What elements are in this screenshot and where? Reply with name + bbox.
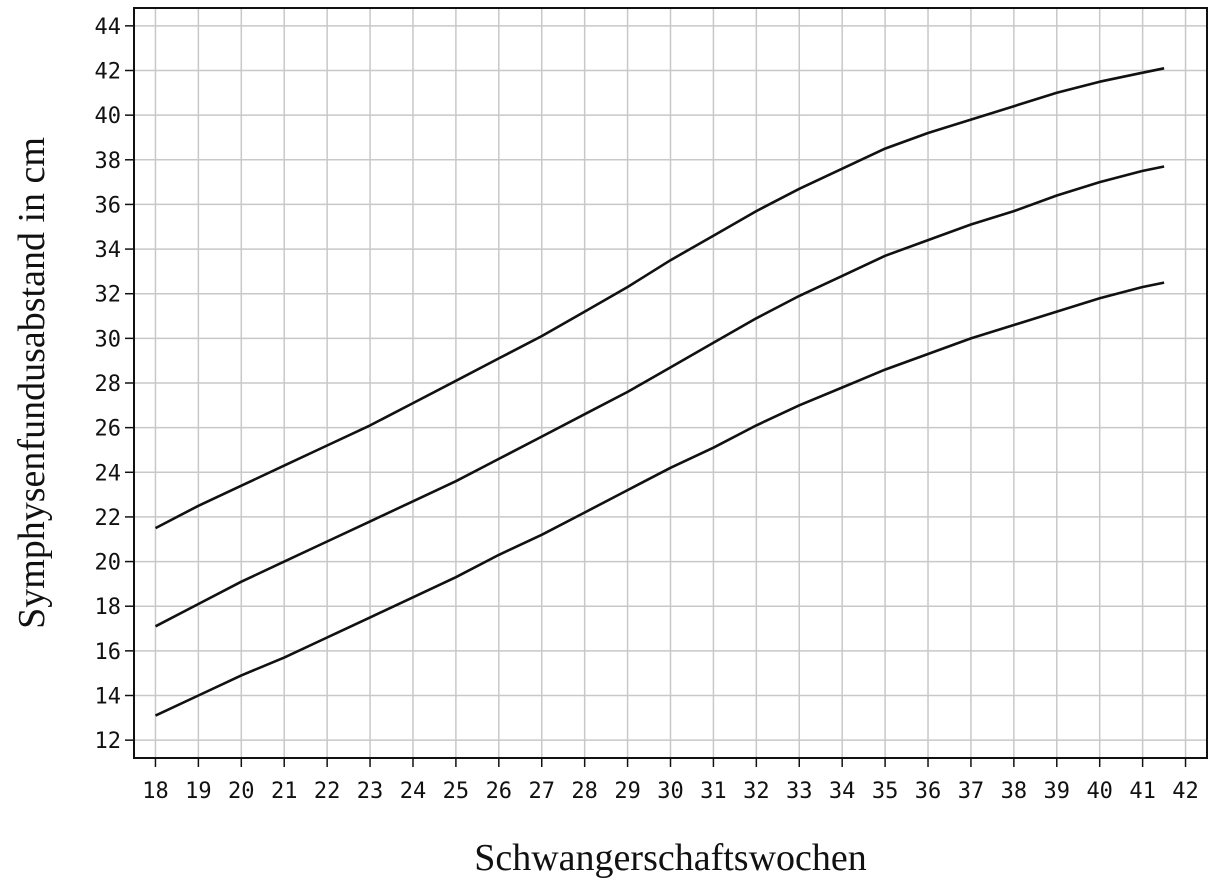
x-tick-label: 28 (571, 779, 598, 804)
y-tick-label: 20 (95, 551, 122, 576)
y-tick-label: 24 (95, 461, 122, 486)
y-tick-labels: 12 14 16 18 20 22 24 26 28 30 32 34 36 38 40 42 44 (95, 15, 122, 754)
x-tick-label: 22 (314, 779, 341, 804)
x-tick-label: 21 (271, 779, 298, 804)
x-tick-label: 31 (700, 779, 727, 804)
y-tick-label: 26 (95, 417, 122, 442)
x-tick-label: 26 (486, 779, 513, 804)
y-tick-label: 14 (95, 685, 122, 710)
x-tick-label: 25 (443, 779, 470, 804)
y-tick-label: 32 (95, 283, 122, 308)
x-tick-label: 30 (657, 779, 684, 804)
x-tick-label: 39 (1044, 779, 1071, 804)
x-tick-label: 18 (142, 779, 169, 804)
x-tick-label: 20 (228, 779, 255, 804)
y-tick-label: 30 (95, 327, 122, 352)
series-line-3 (154, 281, 1165, 717)
x-tick-label: 32 (743, 779, 770, 804)
x-tick-label: 33 (786, 779, 813, 804)
x-tick-label: 27 (528, 779, 555, 804)
series-line-1 (154, 67, 1165, 530)
x-tick-label: 37 (958, 779, 985, 804)
x-tick-label: 19 (185, 779, 212, 804)
x-tick-label: 42 (1172, 779, 1199, 804)
series-layer (154, 67, 1165, 717)
x-tick-label: 41 (1129, 779, 1156, 804)
x-tick-labels: 18 19 20 21 22 23 24 25 26 27 28 29 30 31 32 33 34 35 36 37… (142, 779, 1199, 804)
x-tick-label: 40 (1086, 779, 1113, 804)
y-tick-label: 38 (95, 149, 122, 174)
series-line-2 (154, 165, 1165, 628)
x-axis-title: Schwangerschaftswochen (474, 837, 867, 879)
tick-layer (125, 25, 1187, 767)
x-tick-label: 24 (400, 779, 427, 804)
y-tick-label: 36 (95, 193, 122, 218)
x-tick-label: 35 (872, 779, 899, 804)
x-tick-label: 23 (357, 779, 384, 804)
y-axis-title: Symphysenfundusabstand in cm (11, 137, 53, 629)
y-tick-label: 42 (95, 60, 122, 85)
x-tick-label: 34 (829, 779, 856, 804)
y-tick-label: 34 (95, 238, 122, 263)
y-tick-label: 28 (95, 372, 122, 397)
y-tick-label: 44 (95, 15, 122, 40)
y-tick-label: 18 (95, 595, 122, 620)
plot-frame (133, 7, 1208, 759)
y-tick-label: 40 (95, 104, 122, 129)
y-tick-label: 22 (95, 506, 122, 531)
x-tick-label: 29 (614, 779, 641, 804)
x-tick-label: 36 (915, 779, 942, 804)
y-tick-label: 16 (95, 640, 122, 665)
x-tick-label: 38 (1001, 779, 1028, 804)
y-tick-label: 12 (95, 729, 122, 754)
grid-layer (134, 8, 1207, 758)
